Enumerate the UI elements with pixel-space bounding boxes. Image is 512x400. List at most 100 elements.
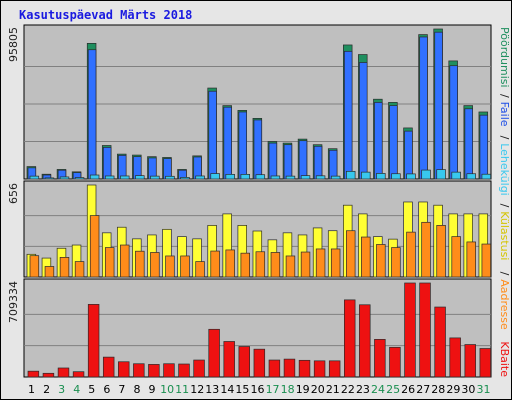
x-tick-27: 27 [416,383,430,396]
sites-bar-30 [466,241,476,278]
sites-bar-15 [240,252,250,278]
sites-bar-26 [406,231,416,278]
right-label-1: / [498,94,511,98]
panel-2-max-label: 656 [7,183,20,204]
sites-bar-19 [300,251,311,278]
pages-bar-23 [361,171,371,180]
sites-bar-21 [330,248,341,278]
pages-bar-11 [180,177,190,180]
files-bar-27 [419,36,428,180]
pages-bar-24 [376,173,386,180]
files-bar-18 [283,144,293,180]
files-bar-13 [208,90,217,180]
pages-bar-3 [59,176,70,180]
kbytes-bar-8 [133,363,145,378]
files-bar-22 [344,50,353,180]
files-bar-16 [253,119,263,180]
kbytes-bar-29 [449,337,461,378]
files-bar-31 [479,114,489,180]
files-bar-17 [268,142,278,180]
sites-bar-5 [89,215,100,278]
files-bar-6 [102,147,112,180]
pages-bar-25 [391,173,401,180]
x-tick-8: 8 [133,383,140,396]
sites-bar-6 [104,247,115,278]
kbytes-bar-6 [102,356,115,378]
files-bar-15 [238,111,247,180]
x-tick-24: 24 [371,383,385,396]
files-bar-20 [313,145,323,180]
pages-bar-10 [165,175,175,180]
sites-bar-24 [376,244,386,278]
kbytes-bar-13 [208,328,220,378]
kbytes-bar-3 [57,367,70,378]
pages-bar-26 [406,173,416,180]
kbytes-bar-26 [404,282,416,378]
x-tick-3: 3 [58,383,65,396]
right-label-7: / [498,272,511,276]
sites-bar-7 [120,244,130,278]
x-tick-14: 14 [220,383,234,396]
x-tick-30: 30 [461,383,475,396]
sites-bar-13 [210,250,220,278]
files-bar-5 [87,49,97,180]
files-bar-30 [464,108,473,180]
x-tick-6: 6 [103,383,110,396]
x-tick-2: 2 [43,383,50,396]
pages-bar-8 [135,175,145,180]
pages-bar-5 [89,174,100,180]
kbytes-bar-25 [389,346,401,378]
sites-bar-1 [29,255,40,278]
files-bar-29 [449,65,458,180]
files-bar-23 [359,62,368,180]
sites-bar-17 [270,252,281,278]
kbytes-bar-10 [163,363,175,378]
files-bar-7 [118,155,127,180]
kbytes-bar-4 [72,371,85,378]
pages-bar-31 [481,173,492,180]
sites-bar-23 [361,236,371,278]
x-tick-21: 21 [326,383,340,396]
right-label-6: Külastusi [498,211,511,260]
chart-title: Kasutuspäevad Märts 2018 [19,8,193,22]
sites-bar-29 [451,236,461,278]
pages-bar-20 [315,175,326,180]
sites-bar-16 [255,251,266,278]
kbytes-bar-12 [193,359,205,378]
x-tick-31: 31 [476,383,490,396]
right-label-2: Faile [498,102,511,127]
x-tick-12: 12 [190,383,204,396]
pages-bar-27 [421,169,431,180]
pages-bar-2 [44,177,55,180]
pages-bar-14 [225,174,235,180]
sites-bar-12 [195,261,205,278]
pages-bar-29 [451,171,461,180]
kbytes-bar-2 [42,372,55,378]
pages-bar-30 [466,173,476,180]
kbytes-bar-7 [118,361,130,378]
kbytes-bar-30 [464,344,476,378]
kbytes-bar-21 [328,360,341,378]
pages-bar-15 [240,174,250,180]
pages-bar-16 [255,174,266,180]
right-label-4: Lehekülgi [498,143,511,196]
pages-bar-19 [300,175,311,180]
panel-1-max-label: 95805 [7,27,20,62]
sites-bar-27 [421,221,431,278]
sites-bar-25 [391,247,401,278]
kbytes-bar-18 [283,358,296,378]
kbytes-bar-9 [148,364,160,378]
sites-bar-18 [285,255,296,278]
pages-bar-6 [104,175,115,180]
pages-bar-4 [74,177,85,180]
x-tick-29: 29 [446,383,460,396]
kbytes-bar-31 [479,348,492,378]
x-tick-22: 22 [341,383,355,396]
sites-bar-20 [315,248,326,278]
x-tick-4: 4 [73,383,80,396]
kbytes-bar-16 [253,348,266,378]
right-label-0: Pöördumisi [498,27,511,88]
pages-bar-17 [270,175,281,180]
sites-bar-4 [74,261,85,278]
sites-bar-28 [436,225,446,278]
